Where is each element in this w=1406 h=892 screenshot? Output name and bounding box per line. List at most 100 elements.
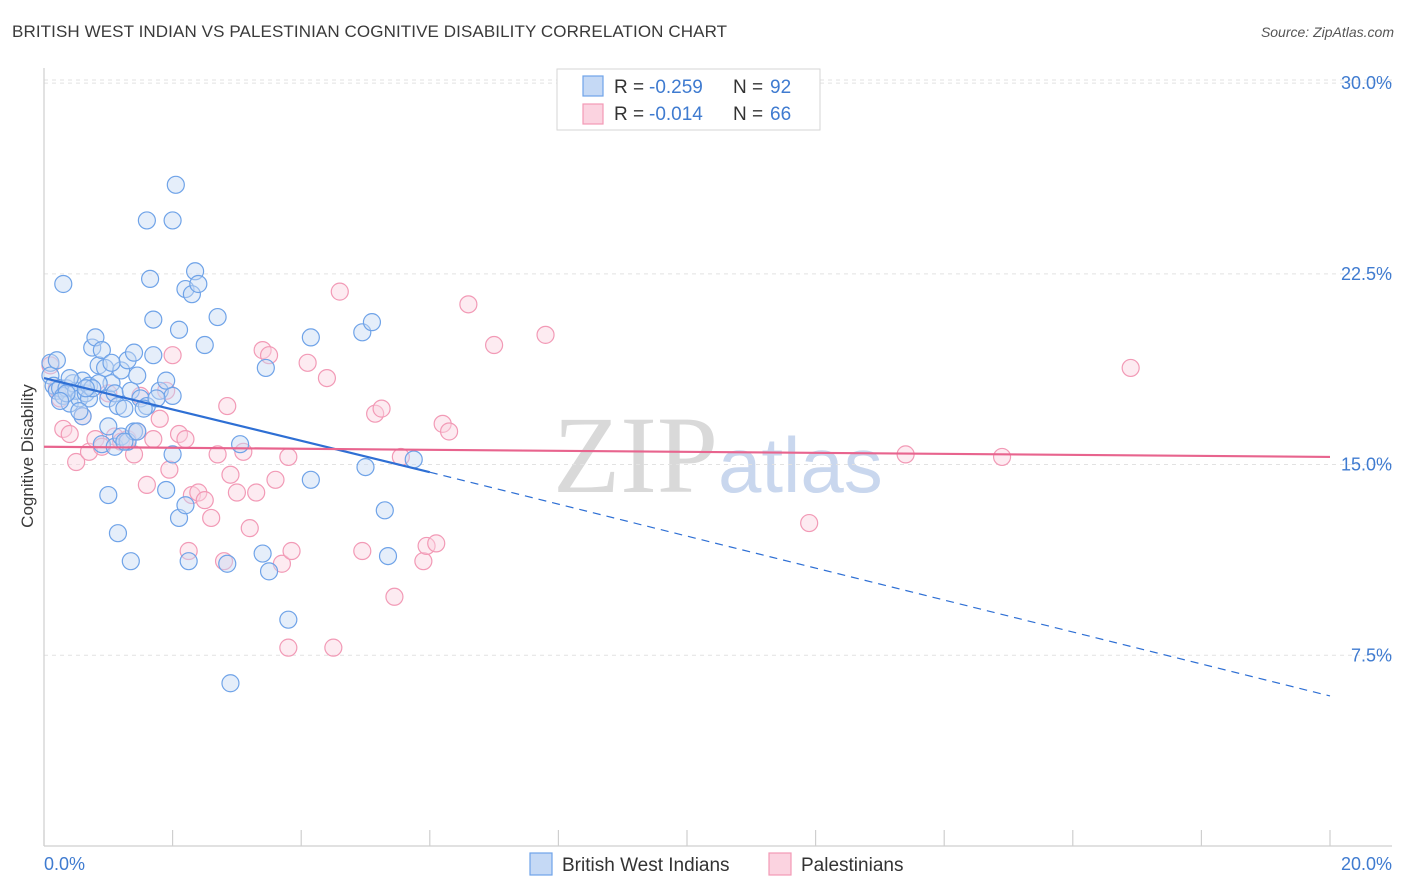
trend-line-british-west-indians-projection bbox=[429, 471, 1331, 697]
palestinians-point bbox=[163, 346, 182, 365]
bottom-legend-swatch-blue bbox=[529, 852, 553, 876]
palestinians-point bbox=[372, 399, 391, 418]
bottom-legend-label-blue: British West Indians bbox=[562, 855, 730, 876]
palestinians-point bbox=[202, 508, 221, 528]
british-west-indians-point bbox=[137, 211, 156, 230]
palestinians-point bbox=[414, 552, 433, 571]
british-west-indians-point bbox=[99, 417, 118, 436]
palestinians-point bbox=[536, 325, 555, 344]
british-west-indians-point bbox=[189, 274, 208, 294]
british-west-indians-point bbox=[157, 480, 176, 500]
x-ticks bbox=[43, 830, 1331, 846]
british-west-indians-point bbox=[256, 358, 275, 378]
legend-r-label-blue: R = bbox=[614, 77, 644, 98]
british-west-indians-point bbox=[166, 175, 185, 194]
british-west-indians-point bbox=[124, 343, 144, 362]
palestinians-point bbox=[227, 483, 246, 502]
palestinians-point bbox=[1121, 358, 1140, 378]
axes bbox=[43, 68, 1392, 847]
british-west-indians-point bbox=[259, 562, 279, 581]
palestinians-point bbox=[179, 541, 198, 561]
british-west-indians-point bbox=[179, 552, 198, 571]
palestinians-point bbox=[247, 483, 266, 502]
palestinians-point bbox=[433, 414, 452, 433]
british-west-indians-point bbox=[92, 341, 111, 360]
palestinians-point bbox=[459, 295, 478, 314]
british-west-indians-point bbox=[169, 320, 189, 339]
y-tick-label: 7.5% bbox=[1351, 645, 1392, 665]
palestinians-point bbox=[240, 519, 259, 538]
y-tick-labels: 7.5% 15.0% 22.5% 30.0% bbox=[1341, 73, 1392, 665]
british-west-indians-point bbox=[301, 328, 320, 347]
british-west-indians-point bbox=[115, 432, 134, 451]
british-west-indians-point bbox=[182, 285, 201, 304]
palestinians-point bbox=[439, 422, 459, 441]
british-west-indians-point bbox=[362, 313, 382, 332]
palestinians-point bbox=[279, 638, 298, 657]
british-west-indians-point bbox=[163, 386, 182, 405]
bottom-legend-label-pink: Palestinians bbox=[801, 855, 903, 876]
british-west-indians-point bbox=[301, 470, 320, 489]
british-west-indians-point bbox=[163, 211, 182, 230]
palestinians-point bbox=[176, 430, 195, 449]
british-west-indians-point bbox=[218, 554, 237, 573]
british-west-indians-point bbox=[102, 353, 121, 372]
legend-swatch-pink bbox=[582, 103, 604, 125]
palestinians-point bbox=[189, 483, 208, 502]
gridlines bbox=[44, 79, 1392, 656]
british-west-indians-point bbox=[253, 544, 272, 563]
british-west-indians-point bbox=[57, 384, 76, 403]
palestinians-point bbox=[427, 534, 446, 553]
palestinians-point bbox=[144, 430, 163, 449]
british-west-indians-point bbox=[140, 269, 160, 289]
trend-line-british-west-indians bbox=[43, 377, 431, 474]
palestinians-point bbox=[67, 452, 86, 472]
palestinians-point bbox=[800, 513, 819, 533]
british-west-indians-point bbox=[279, 610, 298, 629]
british-west-indians-point bbox=[108, 524, 128, 543]
palestinians-point bbox=[330, 282, 349, 301]
british-west-indians-point bbox=[144, 346, 163, 365]
legend-n-value-pink: 66 bbox=[770, 104, 791, 125]
british-west-indians-point bbox=[404, 450, 423, 469]
y-tick-label: 30.0% bbox=[1341, 73, 1392, 93]
british-west-indians-point bbox=[128, 366, 147, 385]
british-west-indians-point bbox=[115, 399, 134, 418]
palestinians-point bbox=[60, 424, 79, 444]
palestinians-point bbox=[385, 587, 404, 606]
legend-swatch-blue bbox=[582, 75, 604, 97]
british-west-indians-point bbox=[378, 546, 398, 566]
british-west-indians-point bbox=[208, 307, 227, 327]
british-west-indians-point bbox=[70, 402, 89, 421]
british-west-indians-point bbox=[221, 674, 240, 693]
palestinians-point bbox=[160, 460, 179, 479]
palestinians-point bbox=[317, 368, 337, 388]
watermark: ZIP atlas bbox=[553, 394, 883, 516]
chart-title: BRITISH WEST INDIAN VS PALESTINIAN COGNI… bbox=[12, 22, 728, 41]
bottom-legend: British West Indians Palestinians bbox=[529, 852, 903, 876]
x-tick-label-max: 20.0% bbox=[1341, 854, 1392, 874]
legend-r-label-pink: R = bbox=[614, 104, 644, 125]
palestinians-point bbox=[353, 541, 372, 561]
palestinians-point bbox=[208, 445, 227, 464]
british-west-indians-point bbox=[195, 335, 214, 355]
palestinians-point bbox=[137, 475, 156, 494]
british-west-indians-point bbox=[47, 351, 66, 370]
legend-box: R = -0.259 N = 92 R = -0.014 N = 66 bbox=[556, 68, 821, 131]
british-west-indians-point bbox=[102, 374, 121, 393]
palestinians-point bbox=[324, 638, 343, 657]
x-tick-label-min: 0.0% bbox=[44, 854, 85, 874]
british-west-indians-point bbox=[73, 407, 92, 426]
palestinians-point bbox=[195, 491, 214, 510]
british-west-indians-point bbox=[128, 422, 147, 441]
trend-line-palestinians bbox=[43, 445, 1331, 459]
british-west-indians-point bbox=[375, 501, 394, 520]
y-tick-label: 22.5% bbox=[1341, 264, 1392, 284]
palestinians-point bbox=[266, 470, 285, 489]
y-axis-label: Cognitive Disability bbox=[18, 384, 37, 528]
british-west-indians-point bbox=[163, 445, 182, 464]
british-west-indians-point bbox=[157, 371, 176, 390]
legend-n-label-blue: N = bbox=[733, 77, 763, 98]
british-west-indians-point bbox=[54, 274, 73, 294]
